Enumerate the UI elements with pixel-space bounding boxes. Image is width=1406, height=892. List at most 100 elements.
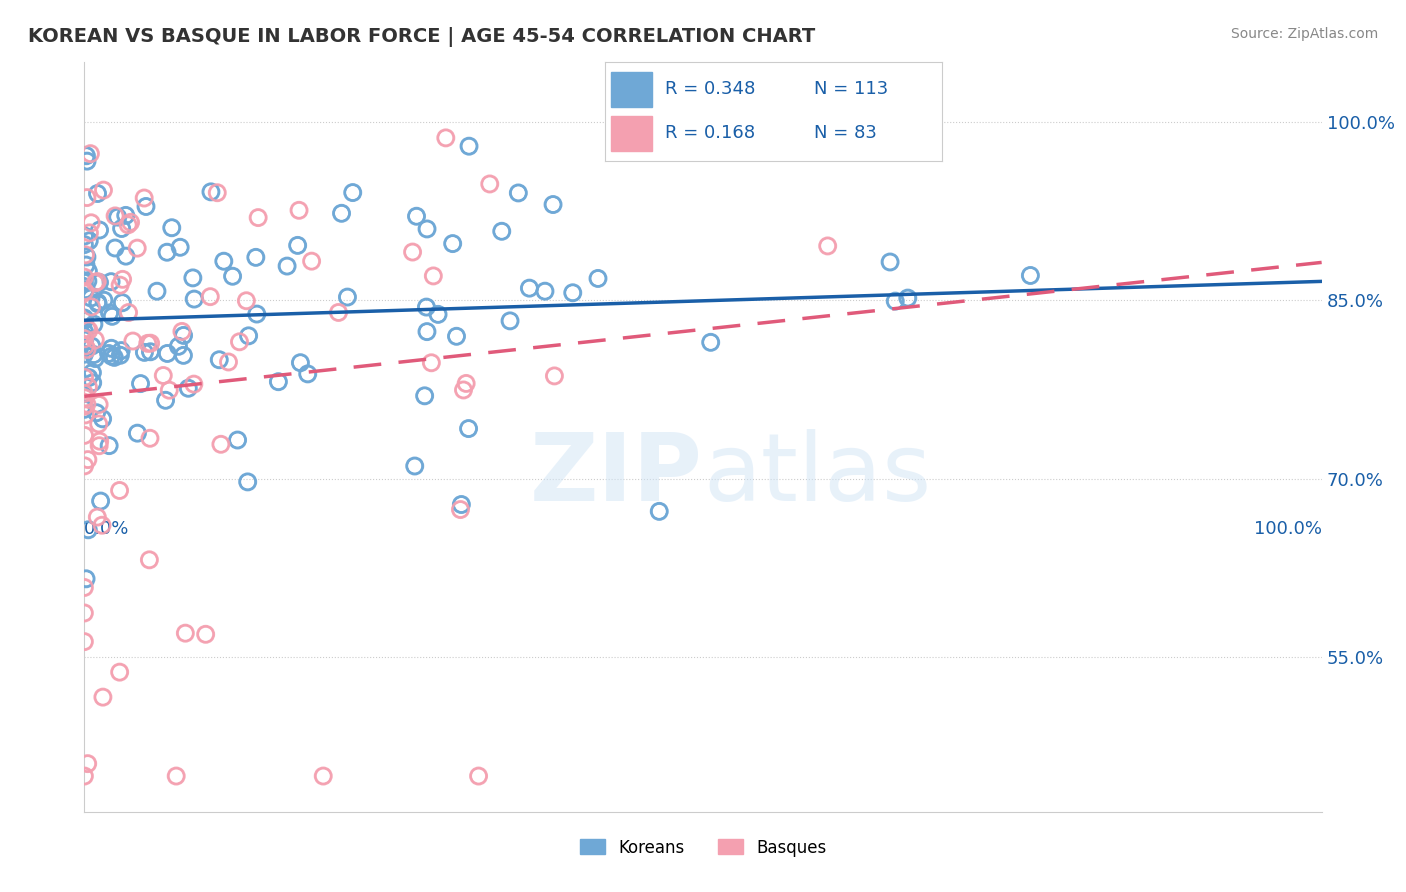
Point [165,769,187,783]
Point [134,191,156,205]
Point [194,627,217,641]
Point [173,328,195,343]
Point [450,502,472,516]
Point [127,426,149,441]
Point [897,291,920,305]
Point [75,572,97,586]
Point [405,209,427,223]
Point [561,285,583,300]
Point [236,475,259,489]
Point [91,690,114,705]
Point [183,292,205,306]
Point [413,389,436,403]
Point [405,209,427,223]
Point [84,276,107,290]
Point [276,259,298,273]
Point [129,376,152,391]
Point [86,406,108,420]
Point [297,367,319,381]
Point [101,310,124,324]
Point [79,226,101,240]
Point [73,275,96,289]
Point [76,397,98,411]
Point [75,339,97,353]
Point [434,131,457,145]
Point [457,421,479,435]
Point [167,339,190,353]
Point [247,211,270,225]
Text: N = 83: N = 83 [814,124,877,142]
Point [336,290,359,304]
Point [73,229,96,244]
Point [75,572,97,586]
Point [817,239,839,253]
Point [328,305,350,319]
Point [155,393,177,408]
Point [458,139,481,153]
Point [73,237,96,252]
Point [75,408,97,422]
Point [91,690,114,705]
Point [73,237,96,252]
Point [884,294,907,309]
Point [73,606,96,620]
Point [156,245,179,260]
Point [297,367,319,381]
Point [98,439,121,453]
Point [75,283,97,297]
Point [75,248,97,262]
Text: KOREAN VS BASQUE IN LABOR FORCE | AGE 45-54 CORRELATION CHART: KOREAN VS BASQUE IN LABOR FORCE | AGE 45… [28,27,815,46]
Point [111,221,134,235]
Point [122,334,145,348]
Point [117,305,139,319]
Point [79,146,101,161]
Point [73,313,96,327]
Point [80,216,103,230]
Point [434,131,457,145]
Point [177,381,200,395]
Point [73,283,96,297]
Point [312,769,335,783]
Point [135,199,157,213]
Point [83,348,105,362]
Point [83,317,105,331]
Point [89,397,111,411]
Point [89,223,111,237]
Point [93,183,115,197]
Point [146,284,169,298]
Point [172,348,194,362]
Point [89,276,111,290]
Point [75,391,97,405]
Point [90,494,112,508]
Point [82,366,104,380]
Point [104,241,127,255]
Point [212,254,235,268]
Point [73,270,96,285]
Point [169,240,191,254]
Point [458,139,481,153]
Point [450,502,472,516]
Point [117,218,139,232]
Point [76,452,98,467]
Point [120,215,142,229]
Point [82,366,104,380]
Point [336,290,359,304]
Point [73,402,96,417]
Point [139,344,162,359]
Point [111,272,134,286]
Point [200,185,222,199]
Point [98,439,121,453]
Point [108,665,131,680]
Point [648,504,671,518]
Point [73,634,96,648]
Point [73,347,96,361]
Text: ZIP: ZIP [530,428,703,521]
Point [77,370,100,384]
Point [453,383,475,397]
Point [238,328,260,343]
Point [312,769,335,783]
Point [499,314,522,328]
Point [456,376,478,391]
Point [73,313,96,327]
Point [75,258,97,272]
